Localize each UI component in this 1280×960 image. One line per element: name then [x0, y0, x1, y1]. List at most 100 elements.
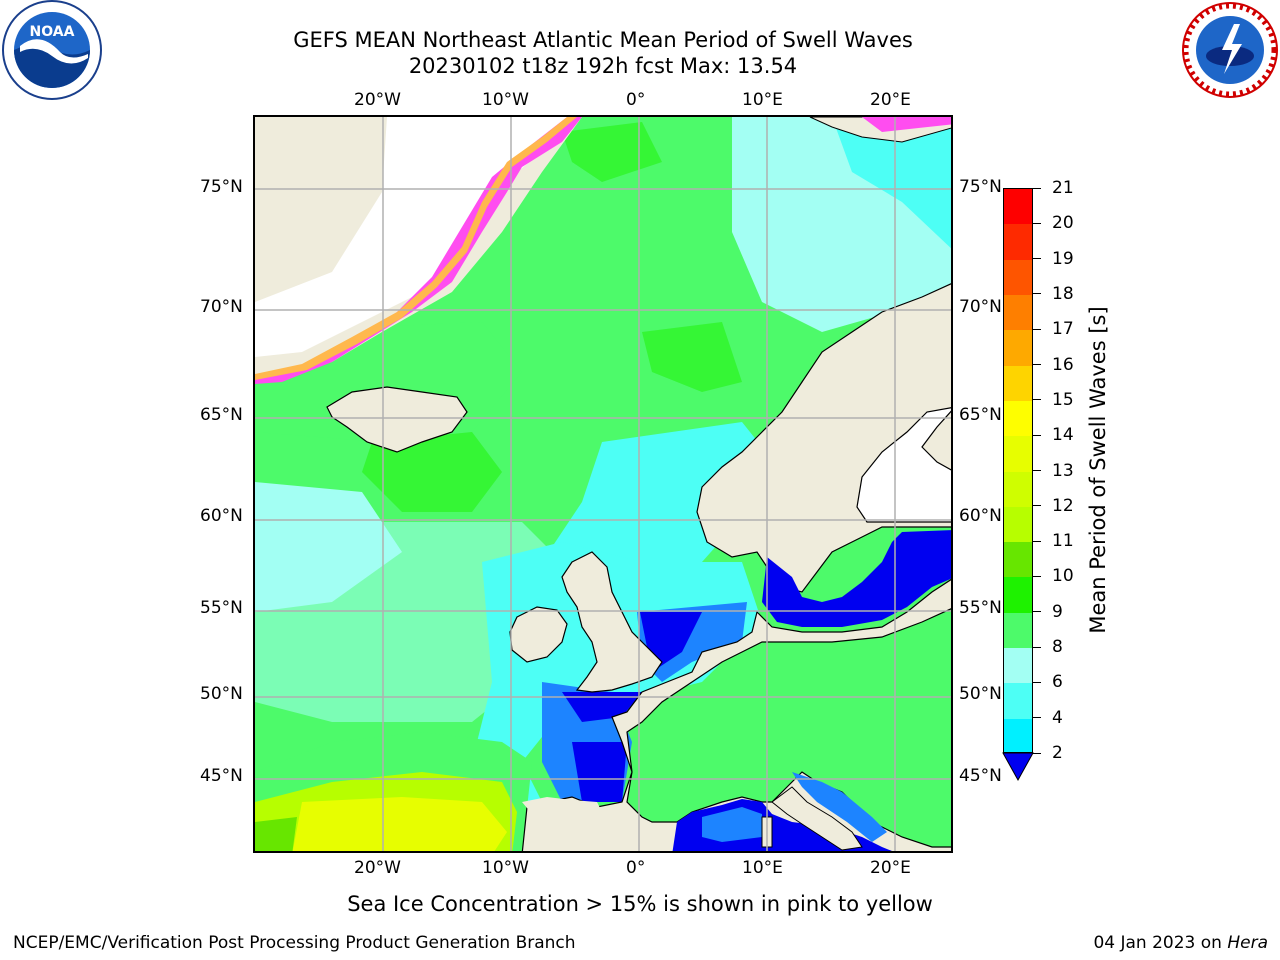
colorbar-tick-mark [1033, 717, 1041, 719]
sea-ice-inner [255, 117, 577, 380]
ocean-south-yellow [292, 797, 507, 851]
lat-label-left-50n: 50°N [200, 684, 243, 704]
nws-logo [1178, 0, 1280, 100]
lon-label-bottom-10e: 10°E [742, 858, 783, 878]
ocean-south-corner [255, 817, 297, 851]
lat-label-left-70n: 70°N [200, 297, 243, 317]
colorbar-tick-mark [1033, 681, 1041, 683]
baltic-sea [762, 530, 951, 627]
plot-subtitle: 20230102 t18z 192h fcst Max: 13.54 [408, 54, 798, 78]
adriatic-sea [792, 772, 887, 842]
colorbar-segment [1004, 294, 1032, 331]
noaa-logo: NOAA [0, 0, 104, 100]
colorbar-tick-mark [1033, 470, 1041, 471]
colorbar-segment [1004, 718, 1032, 752]
colorbar-tick-label: 9 [1052, 601, 1063, 622]
plot-title: GEFS MEAN Northeast Atlantic Mean Period… [293, 28, 913, 52]
gulf-of-bothnia-ice [856, 407, 951, 523]
lat-label-right-45n: 45°N [959, 766, 1002, 786]
lon-label-bottom-20e: 20°E [870, 858, 911, 878]
lon-label-top-10e: 10°E [742, 90, 783, 110]
iberia-land [522, 797, 602, 817]
colorbar-tick-label: 4 [1052, 707, 1063, 728]
colorbar-extend-arrow [1002, 752, 1034, 782]
colorbar-tick-label: 15 [1052, 389, 1074, 410]
lon-label-bottom-20w: 20°W [354, 858, 401, 878]
colorbar-tick-label: 16 [1052, 354, 1074, 375]
lon-label-bottom-0: 0° [626, 858, 646, 878]
lon-label-top-20e: 20°E [870, 90, 911, 110]
colorbar-tick-mark [1033, 505, 1041, 507]
colorbar-tick-mark [1033, 258, 1041, 260]
colorbar-segment [1004, 259, 1032, 296]
colorbar-tick-mark [1033, 187, 1041, 189]
colorbar-tick-mark [1033, 364, 1041, 366]
nws-logo-icon [1182, 2, 1278, 98]
colorbar-tick-mark [1033, 222, 1041, 224]
mediterranean-blue [702, 807, 762, 842]
italy-land [771, 786, 863, 851]
colorbar-label: Mean Period of Swell Waves [s] [1086, 306, 1110, 634]
colorbar-segment [1004, 542, 1032, 578]
colorbar-tick-mark [1033, 399, 1041, 401]
colorbar-segment [1004, 436, 1032, 472]
colorbar-tick-mark [1033, 434, 1041, 436]
lat-label-right-55n: 55°N [959, 598, 1002, 618]
colorbar-segment [1004, 224, 1032, 261]
colorbar-tick-label: 13 [1052, 460, 1074, 481]
lat-label-right-60n: 60°N [959, 506, 1002, 526]
colorbar-tick-mark [1033, 575, 1041, 577]
colorbar-tick-mark [1033, 540, 1041, 542]
continental-europe-land [521, 578, 951, 851]
colorbar-segment [1004, 365, 1032, 402]
lon-label-top-20w: 20°W [354, 90, 401, 110]
lon-label-bottom-10w: 10°W [482, 858, 529, 878]
footer-date: 04 Jan 2023 on [1093, 933, 1228, 953]
colorbar-tick-label: 14 [1052, 425, 1074, 446]
lat-label-right-70n: 70°N [959, 297, 1002, 317]
colorbar-segment [1004, 612, 1032, 649]
colorbar-segment [1004, 330, 1032, 367]
noaa-logo-icon: NOAA [2, 0, 102, 100]
colorbar-tick-label: 20 [1052, 213, 1074, 234]
great-britain-land [561, 551, 663, 693]
lon-label-top-0: 0° [626, 90, 646, 110]
colorbar-segment [1004, 189, 1032, 225]
noaa-logo-text: NOAA [30, 24, 75, 40]
colorbar-tick-mark [1033, 328, 1041, 330]
iceland-land [326, 386, 468, 453]
sea-ice-note: Sea Ice Concentration > 15% is shown in … [347, 892, 933, 916]
ocean-biscay-dark [572, 742, 627, 802]
ocean-patch-norwegian [642, 322, 742, 392]
lat-label-left-55n: 55°N [200, 598, 243, 618]
lon-label-top-10w: 10°W [482, 90, 529, 110]
colorbar-tick-label: 17 [1052, 319, 1074, 340]
colorbar-segment [1004, 648, 1032, 684]
lat-label-left-60n: 60°N [200, 506, 243, 526]
svalbard-ice [862, 117, 951, 132]
lat-label-right-50n: 50°N [959, 684, 1002, 704]
ocean-barents-cyan [832, 117, 951, 249]
lat-label-right-65n: 65°N [959, 405, 1002, 425]
colorbar [1003, 188, 1033, 753]
colorbar-tick-label: 6 [1052, 672, 1063, 693]
map-svg [255, 117, 951, 851]
colorbar-tick-label: 21 [1052, 178, 1074, 198]
ocean-patch-fram [562, 122, 662, 182]
lat-label-right-75n: 75°N [959, 177, 1002, 197]
footer-left: NCEP/EMC/Verification Post Processing Pr… [13, 933, 576, 953]
colorbar-tick-label: 11 [1052, 531, 1074, 552]
colorbar-tick-label: 19 [1052, 248, 1074, 269]
colorbar-tick-label: 10 [1052, 566, 1074, 587]
colorbar-tick-label: 2 [1052, 743, 1063, 763]
colorbar-segment [1004, 471, 1032, 508]
lat-label-left-65n: 65°N [200, 405, 243, 425]
colorbar-segment [1004, 400, 1032, 437]
colorbar-tick-label: 18 [1052, 283, 1074, 304]
lat-label-left-75n: 75°N [200, 177, 243, 197]
colorbar-tick-label: 12 [1052, 495, 1074, 516]
footer-host: Hera [1227, 933, 1268, 953]
graticule [255, 117, 951, 851]
map-panel [253, 115, 953, 853]
colorbar-tick-mark [1033, 646, 1041, 648]
